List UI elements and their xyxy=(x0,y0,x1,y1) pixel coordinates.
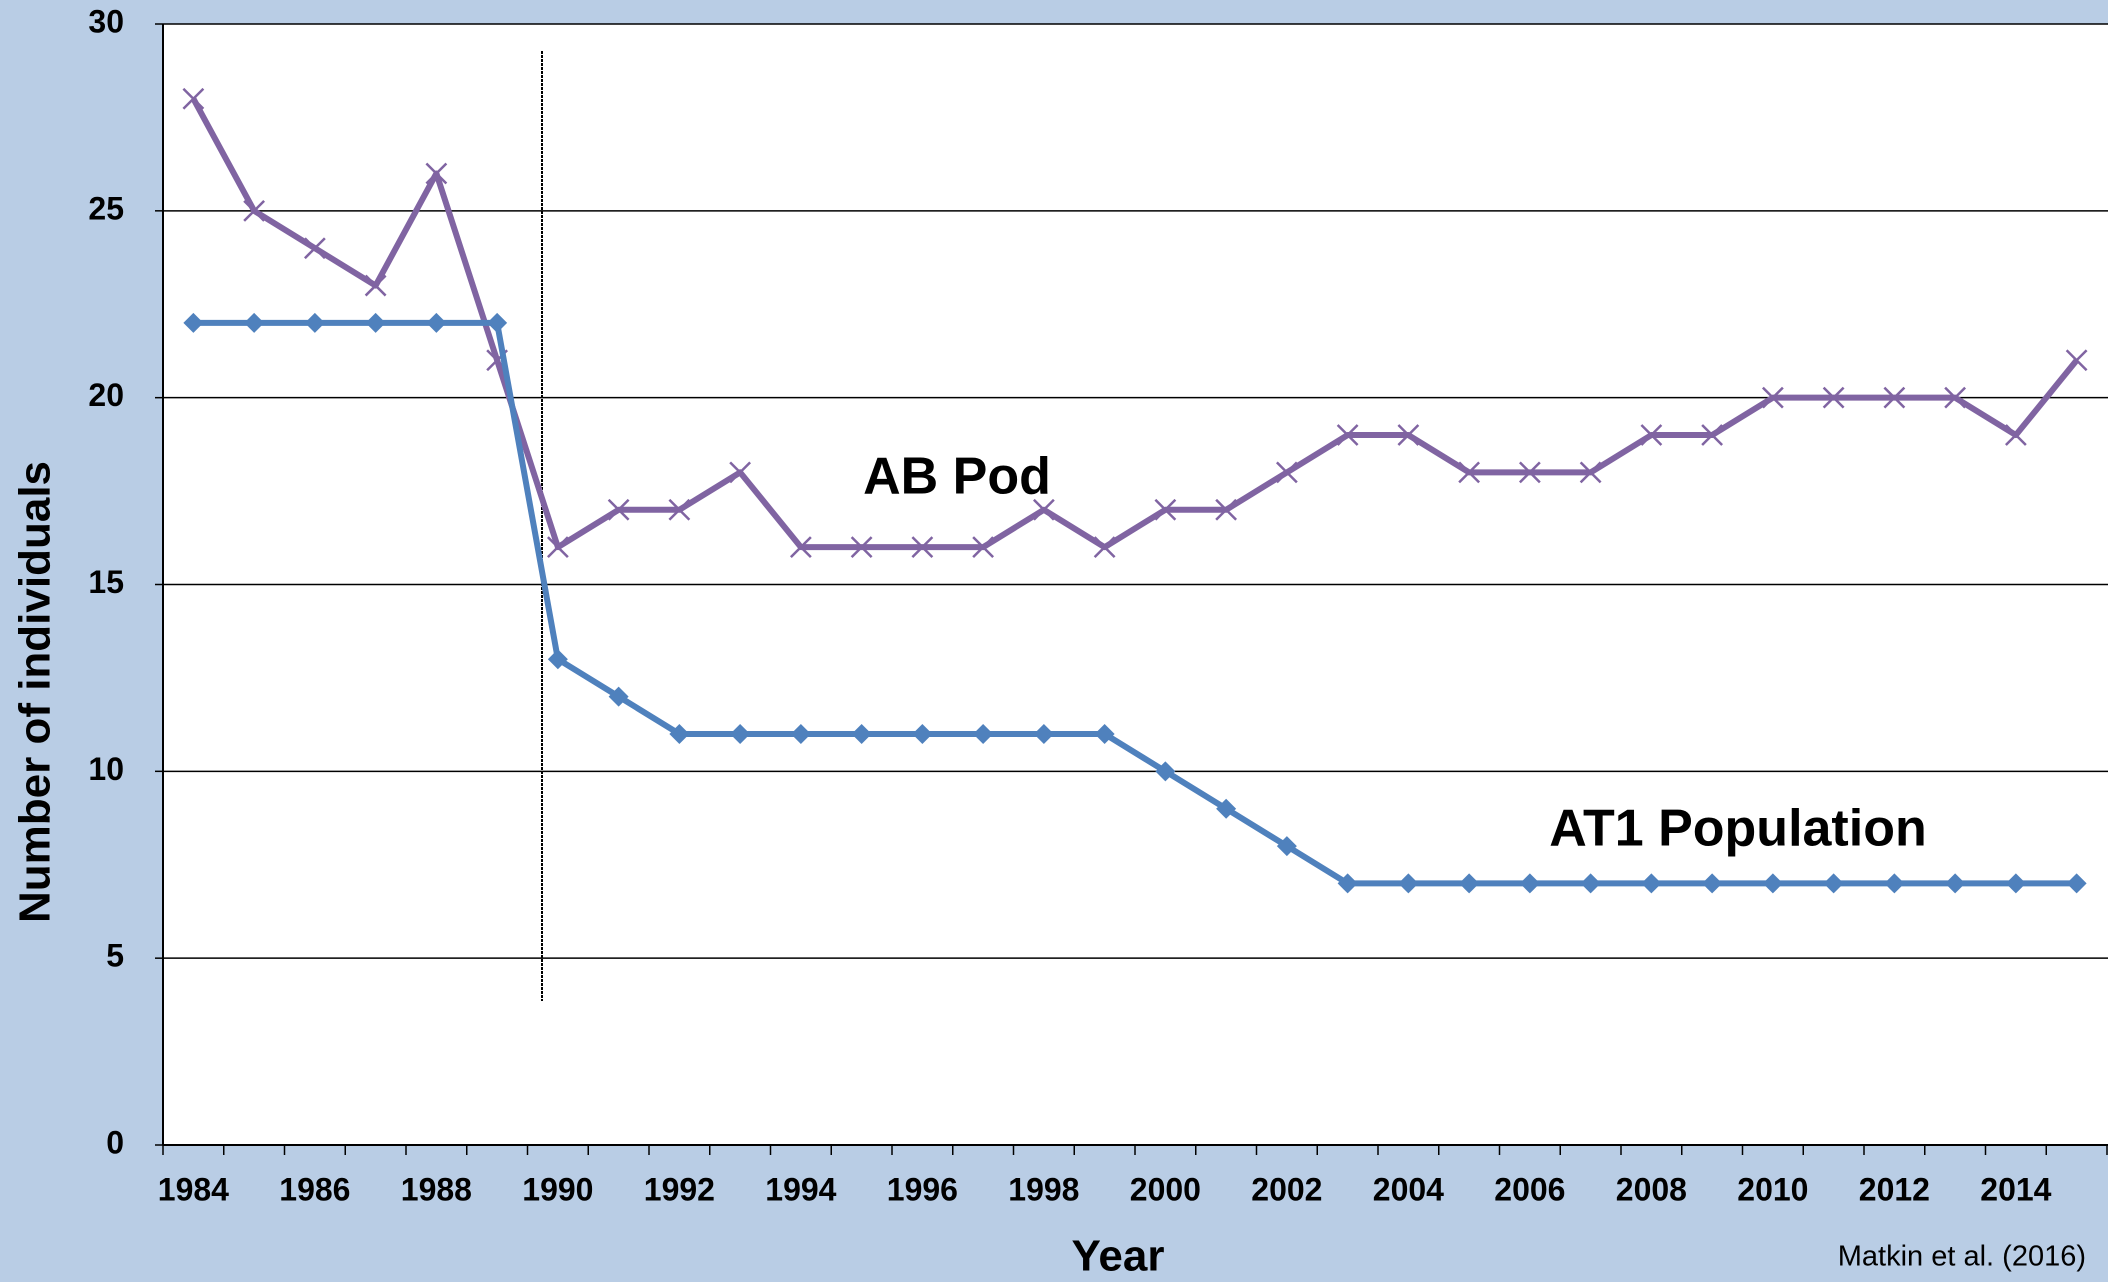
x-tick-label: 2012 xyxy=(1859,1171,1930,1207)
y-tick-label: 5 xyxy=(106,938,124,974)
x-tick-label: 1996 xyxy=(887,1171,958,1207)
series-label: AB Pod xyxy=(863,448,1051,506)
x-tick-label: 2004 xyxy=(1373,1171,1444,1207)
citation: Matkin et al. (2016) xyxy=(1838,1241,2086,1273)
y-axis-title: Number of individuals xyxy=(11,461,60,923)
x-tick-label: 1994 xyxy=(765,1171,836,1207)
x-tick-label: 1984 xyxy=(158,1171,229,1207)
chart: Year Number of individuals Matkin et al.… xyxy=(0,0,2108,1282)
y-tick-label: 25 xyxy=(88,190,124,226)
y-tick-label: 10 xyxy=(88,751,124,787)
x-tick-label: 1986 xyxy=(279,1171,350,1207)
x-tick-label: 1998 xyxy=(1008,1171,1079,1207)
y-tick-label: 0 xyxy=(106,1124,124,1160)
x-tick-label: 1988 xyxy=(401,1171,472,1207)
x-axis-title: Year xyxy=(1072,1232,1165,1281)
series-label: AT1 Population xyxy=(1549,800,1926,858)
y-tick-label: 15 xyxy=(88,564,124,600)
x-tick-label: 2002 xyxy=(1251,1171,1322,1207)
y-tick-label: 20 xyxy=(88,377,124,413)
x-tick-label: 1992 xyxy=(644,1171,715,1207)
x-tick-label: 2014 xyxy=(1980,1171,2051,1207)
x-tick-label: 1990 xyxy=(522,1171,593,1207)
x-tick-label: 2000 xyxy=(1130,1171,1201,1207)
y-tick-label: 30 xyxy=(88,3,124,39)
x-tick-label: 2006 xyxy=(1494,1171,1565,1207)
x-tick-label: 2010 xyxy=(1737,1171,1808,1207)
x-tick-label: 2008 xyxy=(1616,1171,1687,1207)
